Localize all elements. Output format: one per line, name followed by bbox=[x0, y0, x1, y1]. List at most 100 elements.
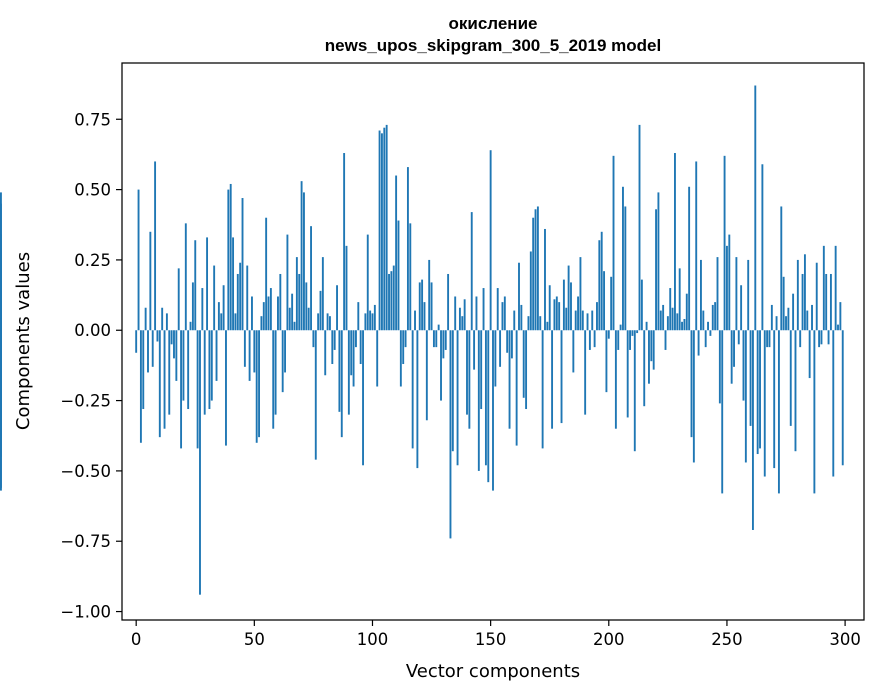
bar-49 bbox=[251, 296, 253, 331]
bar-263 bbox=[756, 330, 759, 455]
bar-68 bbox=[295, 257, 298, 331]
bar-36 bbox=[220, 313, 223, 331]
bar-86 bbox=[338, 330, 341, 412]
x-tick-label: 0 bbox=[131, 630, 142, 649]
bar-131 bbox=[444, 330, 447, 350]
bar-255 bbox=[737, 330, 740, 345]
bar-136 bbox=[456, 330, 459, 466]
bar-53 bbox=[260, 316, 263, 331]
bar-278 bbox=[792, 293, 795, 331]
bar-257 bbox=[742, 330, 745, 401]
bar-154 bbox=[499, 330, 502, 367]
bar-67 bbox=[293, 321, 296, 331]
bar-46 bbox=[243, 330, 246, 367]
bar-200 bbox=[607, 330, 610, 339]
x-tick-label: 200 bbox=[593, 630, 625, 649]
bar-128 bbox=[437, 324, 440, 331]
bar-180 bbox=[560, 330, 563, 424]
bar-163 bbox=[520, 304, 523, 331]
bar-58 bbox=[272, 330, 275, 429]
bar-28 bbox=[201, 288, 204, 331]
x-tick-label: 50 bbox=[244, 630, 265, 649]
bar-115 bbox=[406, 167, 409, 331]
bar-178 bbox=[555, 296, 558, 331]
bar-174 bbox=[546, 321, 549, 331]
bar-232 bbox=[683, 318, 686, 331]
bar-201 bbox=[610, 276, 613, 331]
bar-204 bbox=[617, 330, 620, 350]
bar-121 bbox=[421, 279, 424, 331]
bar-291 bbox=[822, 245, 825, 331]
bar-183 bbox=[567, 265, 570, 331]
bar-189 bbox=[581, 310, 584, 331]
bar-243 bbox=[709, 330, 712, 336]
bar-52 bbox=[258, 330, 260, 438]
bar-undefined bbox=[0, 318, 2, 331]
bar-287 bbox=[813, 330, 816, 494]
bar-88 bbox=[343, 153, 346, 331]
bar-70 bbox=[300, 181, 303, 331]
bar-299 bbox=[841, 330, 844, 466]
bar-253 bbox=[733, 330, 735, 367]
bar-228 bbox=[674, 153, 676, 331]
bar-250 bbox=[726, 245, 728, 331]
bar-64 bbox=[286, 234, 289, 331]
bar-142 bbox=[470, 212, 473, 331]
bar-139 bbox=[463, 299, 466, 331]
bar-120 bbox=[418, 282, 421, 331]
bar-166 bbox=[527, 316, 530, 331]
bar-203 bbox=[614, 330, 617, 429]
bar-45 bbox=[241, 198, 244, 331]
bar-251 bbox=[728, 234, 731, 331]
bar-117 bbox=[411, 330, 414, 449]
bar-147 bbox=[482, 288, 485, 331]
bar-247 bbox=[718, 330, 721, 404]
bar-269 bbox=[770, 304, 773, 331]
bar-56 bbox=[267, 296, 270, 331]
bar-82 bbox=[329, 316, 331, 331]
bar-31 bbox=[208, 330, 211, 410]
bar-108 bbox=[390, 271, 393, 331]
bar-148 bbox=[484, 330, 487, 466]
bar-297 bbox=[837, 324, 839, 331]
bar-48 bbox=[248, 330, 251, 381]
bar-54 bbox=[262, 302, 265, 331]
bar-33 bbox=[213, 265, 216, 331]
bar-8 bbox=[154, 161, 157, 331]
bar-81 bbox=[326, 313, 329, 331]
bar-275 bbox=[785, 316, 787, 331]
bar-229 bbox=[676, 313, 679, 331]
bar-171 bbox=[539, 316, 542, 331]
bar-153 bbox=[496, 288, 499, 331]
bar-213 bbox=[638, 124, 641, 331]
bar-242 bbox=[707, 321, 709, 331]
bar-98 bbox=[366, 234, 369, 331]
bar-4 bbox=[144, 307, 147, 331]
y-tick-label: −0.75 bbox=[60, 532, 111, 551]
bar-282 bbox=[801, 273, 804, 331]
bar-38 bbox=[225, 330, 227, 446]
bar-217 bbox=[648, 330, 650, 384]
bar-112 bbox=[399, 330, 402, 387]
bar-152 bbox=[494, 330, 497, 387]
bar-231 bbox=[681, 321, 683, 331]
bar-292 bbox=[825, 273, 828, 331]
y-tick-label: 0.25 bbox=[74, 251, 111, 270]
bar-94 bbox=[357, 302, 360, 331]
x-axis-label: Vector components bbox=[406, 661, 580, 682]
bar-2 bbox=[139, 330, 142, 443]
bar-66 bbox=[291, 293, 294, 331]
bar-184 bbox=[570, 282, 572, 331]
bar-145 bbox=[477, 330, 480, 471]
bar-59 bbox=[274, 330, 277, 415]
bar-199 bbox=[605, 330, 608, 393]
bar-281 bbox=[799, 330, 802, 348]
bar-157 bbox=[506, 330, 509, 353]
bar-270 bbox=[773, 330, 776, 469]
y-tick-label: 0.50 bbox=[74, 181, 111, 200]
bar-77 bbox=[317, 313, 320, 331]
y-axis-label: Components values bbox=[13, 252, 34, 430]
bar-205 bbox=[619, 324, 622, 331]
bar-102 bbox=[376, 330, 379, 387]
bar-57 bbox=[269, 288, 272, 331]
